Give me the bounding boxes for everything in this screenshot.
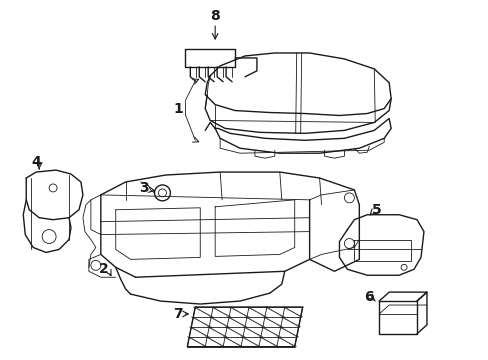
Text: 7: 7	[173, 307, 183, 321]
Text: 3: 3	[139, 181, 148, 195]
Text: 2: 2	[99, 262, 108, 276]
Text: 4: 4	[31, 155, 41, 169]
Text: 8: 8	[210, 9, 220, 23]
Text: 5: 5	[371, 203, 381, 217]
Text: 6: 6	[364, 290, 373, 304]
Text: 1: 1	[173, 102, 183, 116]
